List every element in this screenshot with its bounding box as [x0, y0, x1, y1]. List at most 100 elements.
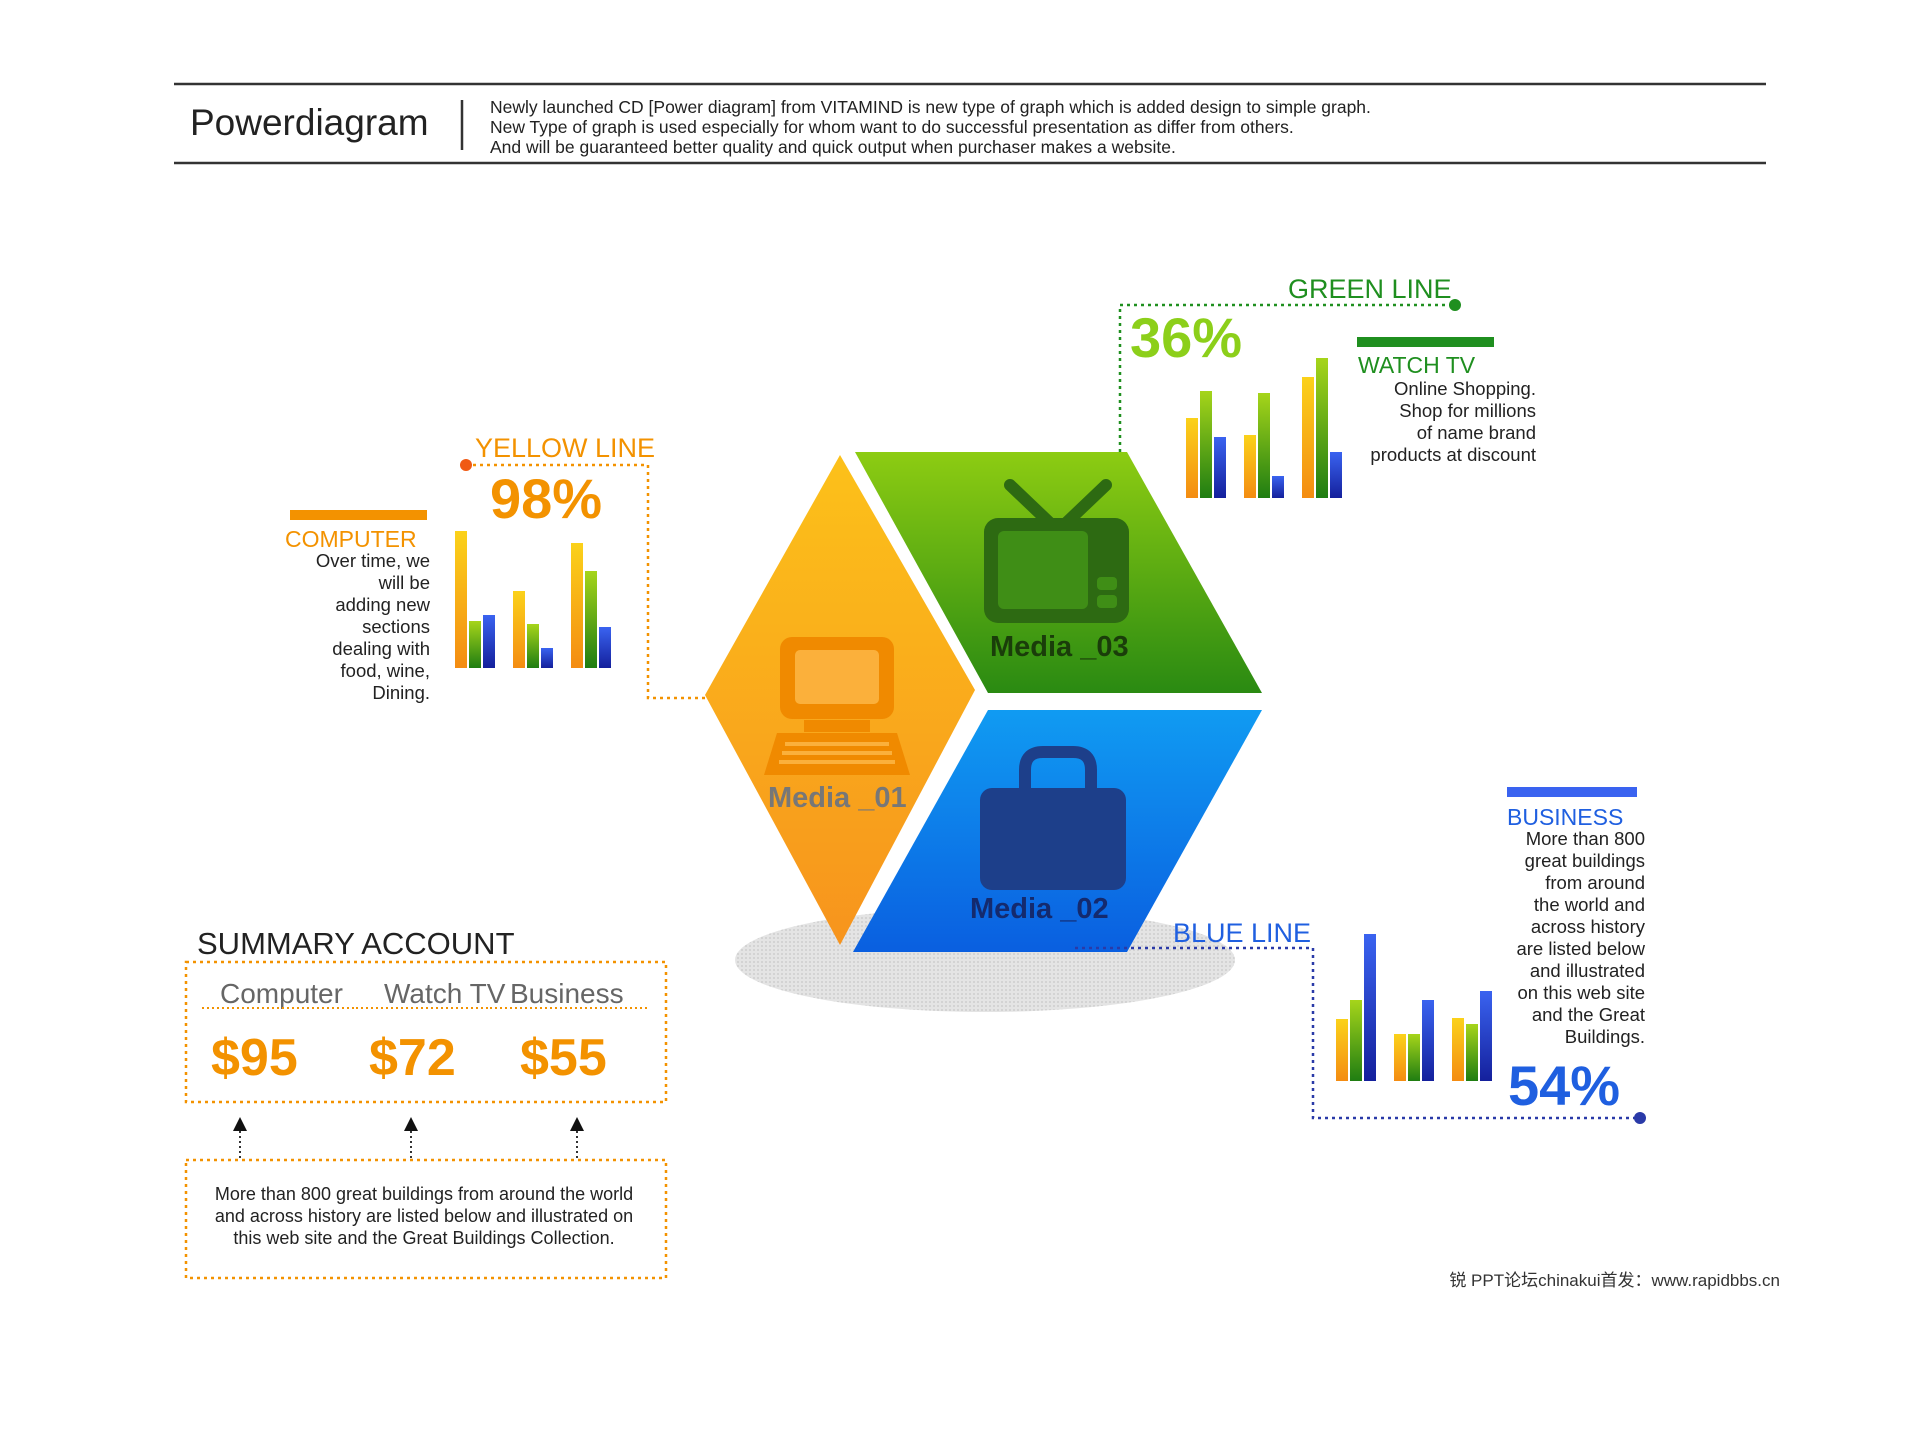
computer-desc-line: sections	[362, 616, 430, 637]
media-03-label: Media _03	[990, 631, 1129, 663]
yellow-line-label: YELLOW LINE	[475, 433, 655, 463]
blue-callout: BLUE LINE BUSINESS More than 800 great b…	[1075, 787, 1646, 1124]
summary-price-watch-tv: $72	[369, 1029, 456, 1087]
bar	[1408, 1034, 1420, 1081]
summary-col-business-label: Business	[510, 978, 624, 1009]
bar	[599, 627, 611, 668]
bar	[1394, 1034, 1406, 1081]
summary-note-line: this web site and the Great Buildings Co…	[233, 1228, 614, 1248]
bar	[1214, 437, 1226, 498]
computer-desc-line: adding new	[335, 594, 430, 615]
bar	[513, 591, 525, 668]
bar	[1452, 1018, 1464, 1081]
green-bars	[1186, 358, 1342, 498]
business-desc-line: the world and	[1534, 894, 1645, 915]
arrow-up-icon	[570, 1117, 584, 1131]
watch-tv-desc-line: Online Shopping.	[1394, 378, 1536, 399]
computer-desc-line: dealing with	[332, 638, 430, 659]
summary-note-box	[184, 1158, 668, 1280]
business-desc-line: on this web site	[1517, 982, 1645, 1003]
summary-arrows	[233, 1117, 584, 1160]
page-title: Powerdiagram	[190, 102, 429, 143]
summary-col-watch-tv-label: Watch TV	[384, 978, 506, 1009]
green-line-label: GREEN LINE	[1288, 274, 1452, 304]
bar	[1466, 1024, 1478, 1081]
yellow-percent: 98%	[490, 467, 602, 530]
computer-desc-line: Dining.	[372, 682, 430, 703]
business-desc-line: and illustrated	[1530, 960, 1645, 981]
arrow-up-icon	[233, 1117, 247, 1131]
bar	[1258, 393, 1270, 498]
bar	[1350, 1000, 1362, 1081]
blue-line-connector	[1075, 946, 1640, 1120]
computer-heading: COMPUTER	[285, 526, 417, 552]
green-percent: 36%	[1130, 306, 1242, 369]
business-heading: BUSINESS	[1507, 804, 1623, 830]
summary-note-line: More than 800 great buildings from aroun…	[215, 1184, 633, 1204]
blue-bars	[1336, 934, 1492, 1081]
business-desc-line: Buildings.	[1565, 1026, 1645, 1047]
business-desc-line: great buildings	[1525, 850, 1645, 871]
bar	[1186, 418, 1198, 498]
footer-credit: 锐 PPT论坛chinakui首发：www.rapidbbs.cn	[1449, 1271, 1780, 1290]
computer-heading-bar	[290, 510, 427, 520]
computer-desc: Over time, we will be adding new section…	[316, 550, 431, 703]
bar	[1330, 452, 1342, 498]
header-line-2: New Type of graph is used especially for…	[490, 117, 1294, 137]
bar	[483, 615, 495, 668]
computer-desc-line: food, wine,	[341, 660, 430, 681]
business-desc-line: from around	[1545, 872, 1645, 893]
business-desc-line: are listed below	[1516, 938, 1645, 959]
green-line-dot	[1449, 299, 1461, 311]
green-line-connector	[1118, 303, 1455, 452]
bar	[469, 621, 481, 668]
bar	[1316, 358, 1328, 498]
summary-box	[184, 960, 668, 1104]
yellow-line-connector	[466, 463, 707, 700]
bar	[455, 531, 467, 668]
tv-icon	[984, 479, 1129, 623]
bar	[1364, 934, 1376, 1081]
summary-price-computer: $95	[211, 1029, 298, 1087]
computer-icon	[764, 637, 910, 775]
business-heading-bar	[1507, 787, 1637, 797]
watch-tv-heading-bar	[1357, 337, 1494, 347]
bar	[1244, 435, 1256, 498]
business-desc-line: and the Great	[1532, 1004, 1645, 1025]
summary-account: SUMMARY ACCOUNT Computer Watch TV Busine…	[184, 926, 668, 1280]
bar	[571, 543, 583, 668]
computer-desc-line: will be	[378, 572, 430, 593]
watch-tv-desc-line: of name brand	[1417, 422, 1536, 443]
bar	[1200, 391, 1212, 498]
summary-note-line: and across history are listed below and …	[215, 1206, 633, 1226]
bar	[1302, 377, 1314, 498]
blue-line-dot	[1634, 1112, 1646, 1124]
bar	[1480, 991, 1492, 1081]
computer-desc-line: Over time, we	[316, 550, 430, 571]
header-line-1: Newly launched CD [Power diagram] from V…	[490, 97, 1371, 117]
media-02-label: Media _02	[970, 893, 1109, 925]
business-desc-line: across history	[1531, 916, 1646, 937]
watch-tv-desc-line: products at discount	[1370, 444, 1536, 465]
header: Powerdiagram Newly launched CD [Power di…	[174, 82, 1766, 165]
yellow-line-dot	[460, 459, 472, 471]
watch-tv-heading: WATCH TV	[1358, 352, 1476, 378]
business-desc: More than 800 great buildings from aroun…	[1516, 828, 1645, 1047]
watch-tv-desc-line: Shop for millions	[1399, 400, 1536, 421]
media-01-label: Media _01	[768, 782, 907, 814]
bar	[1272, 476, 1284, 498]
business-desc-line: More than 800	[1526, 828, 1645, 849]
summary-title: SUMMARY ACCOUNT	[197, 926, 515, 961]
bar	[1336, 1019, 1348, 1081]
blue-percent: 54%	[1508, 1054, 1620, 1117]
summary-price-business: $55	[520, 1029, 607, 1087]
blue-line-label: BLUE LINE	[1173, 918, 1311, 948]
bar	[541, 648, 553, 668]
bar	[585, 571, 597, 668]
green-callout: GREEN LINE 36% WATCH TV Online Shopping.…	[1118, 274, 1536, 498]
watch-tv-desc: Online Shopping. Shop for millions of na…	[1370, 378, 1536, 465]
summary-col-computer-label: Computer	[220, 978, 343, 1009]
header-line-3: And will be guaranteed better quality an…	[490, 137, 1176, 157]
arrow-up-icon	[404, 1117, 418, 1131]
